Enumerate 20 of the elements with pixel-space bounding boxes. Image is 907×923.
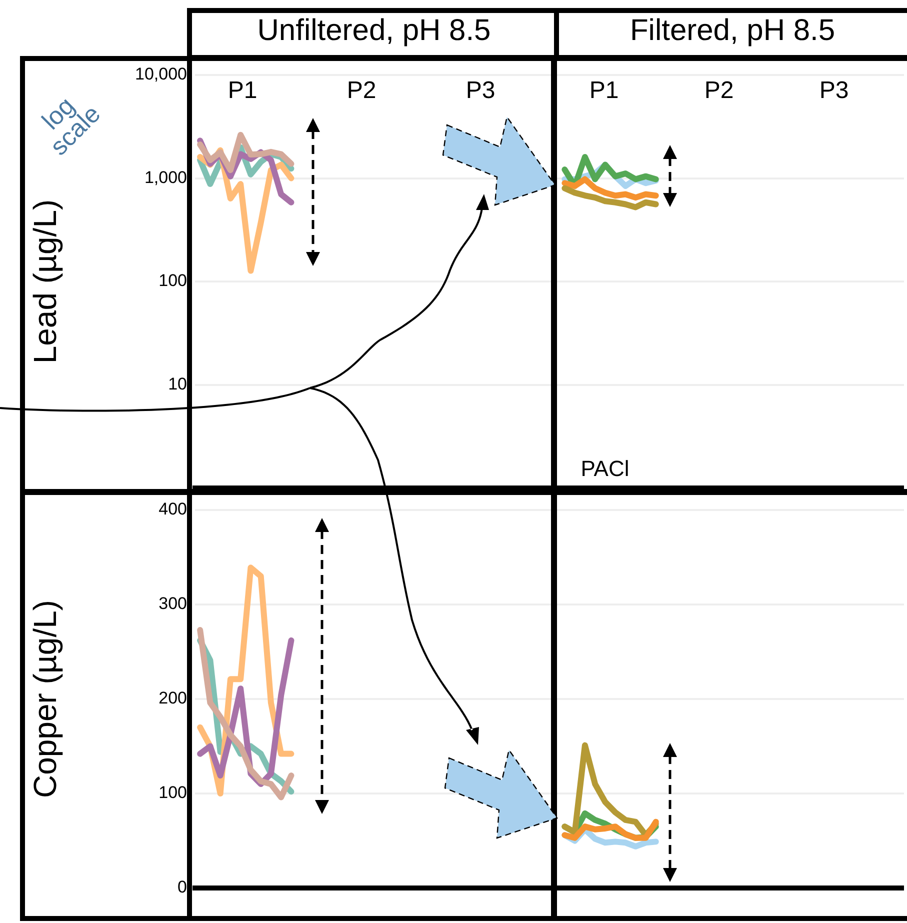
y-tick-label: 10 (168, 374, 187, 394)
annotation: P2 (703, 77, 735, 105)
annotation: P2 (346, 77, 378, 105)
y-axis-title: Lead (µg/L) (27, 199, 64, 364)
text: Filtered, pH 8.5 (628, 14, 836, 48)
annotation: P3 (464, 77, 496, 105)
annotation: P1 (226, 77, 258, 105)
annotation: P3 (818, 77, 850, 105)
y-tick-label: 1,000 (144, 168, 187, 187)
y-tick-label: 400 (158, 500, 187, 519)
y-tick-label: 100 (158, 271, 187, 290)
y-tick-label: 0 (178, 878, 187, 897)
y-tick-label: 10,000 (135, 64, 187, 84)
annotation: P1 (588, 77, 620, 105)
text: Unfiltered, pH 8.5 (256, 14, 492, 48)
annotation: PACl (580, 456, 630, 482)
y-axis-title: Copper (µg/L) (27, 600, 64, 798)
y-tick-label: 200 (158, 688, 187, 708)
y-tick-label: 100 (158, 783, 187, 802)
y-tick-label: 300 (158, 594, 187, 614)
